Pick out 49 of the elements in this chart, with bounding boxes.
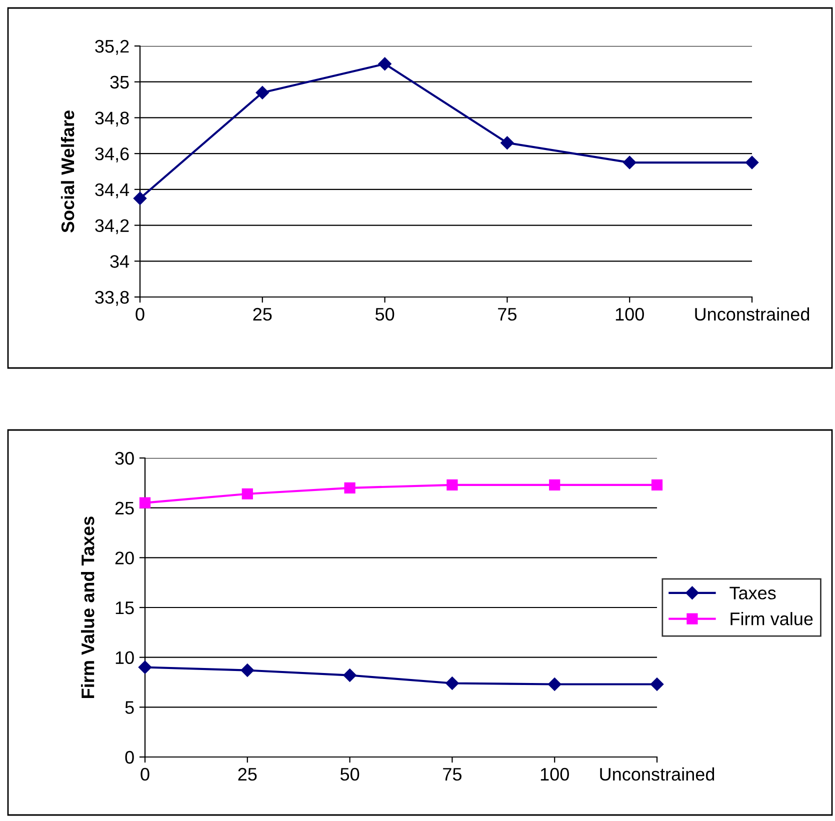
- point: [548, 678, 562, 691]
- x-tick-label: 100: [540, 768, 569, 781]
- y-tick-label: 34,2: [95, 219, 129, 234]
- x-tick-label: 0: [140, 768, 150, 781]
- x-tick-label: 50: [375, 308, 394, 321]
- y-tick-label: 33,8: [95, 290, 129, 306]
- legend-label: Taxes: [730, 586, 776, 600]
- y-tick-label: 25: [115, 502, 134, 515]
- point: [256, 86, 269, 100]
- point: [446, 479, 458, 490]
- y-tick-label: 15: [116, 602, 134, 614]
- y-tick-label: 34,8: [95, 112, 129, 127]
- legend-label: Firm value: [730, 612, 813, 626]
- y-axis-title: Social Welfare: [60, 110, 74, 233]
- y-tick-label: 0: [125, 750, 134, 764]
- point: [623, 156, 636, 170]
- point: [650, 678, 664, 691]
- y-tick-label: 34: [110, 255, 130, 268]
- y-tick-label: 34,6: [95, 148, 129, 162]
- x-tick-label: 75: [498, 308, 516, 321]
- point: [133, 192, 147, 205]
- point: [240, 664, 254, 677]
- point: [344, 482, 356, 494]
- x-tick-label: 50: [340, 768, 360, 781]
- y-tick-label: 5: [125, 701, 134, 714]
- x-tick-label: Unconstrained: [600, 767, 714, 781]
- x-tick-label: Unconstrained: [695, 307, 810, 321]
- point: [651, 479, 663, 490]
- y-tick-label: 30: [115, 452, 134, 465]
- x-tick-label: 0: [136, 308, 144, 321]
- point: [242, 488, 253, 500]
- y-tick-label: 20: [115, 552, 134, 564]
- point: [500, 136, 514, 150]
- point: [378, 57, 392, 71]
- point: [138, 660, 152, 674]
- x-tick-label: 100: [616, 308, 644, 321]
- point: [745, 156, 759, 170]
- x-tick-label: 25: [238, 768, 257, 781]
- point: [549, 479, 560, 490]
- y-tick-label: 35: [110, 76, 129, 89]
- point: [343, 668, 356, 682]
- y-tick-label: 34,4: [95, 183, 130, 198]
- point: [139, 497, 151, 508]
- y-tick-label: 35,2: [95, 40, 129, 55]
- x-tick-label: 25: [253, 308, 272, 321]
- point: [446, 676, 459, 690]
- y-tick-label: 10: [116, 651, 134, 664]
- x-tick-label: 75: [443, 768, 462, 781]
- y-axis-title: Firm Value and Taxes: [81, 516, 94, 698]
